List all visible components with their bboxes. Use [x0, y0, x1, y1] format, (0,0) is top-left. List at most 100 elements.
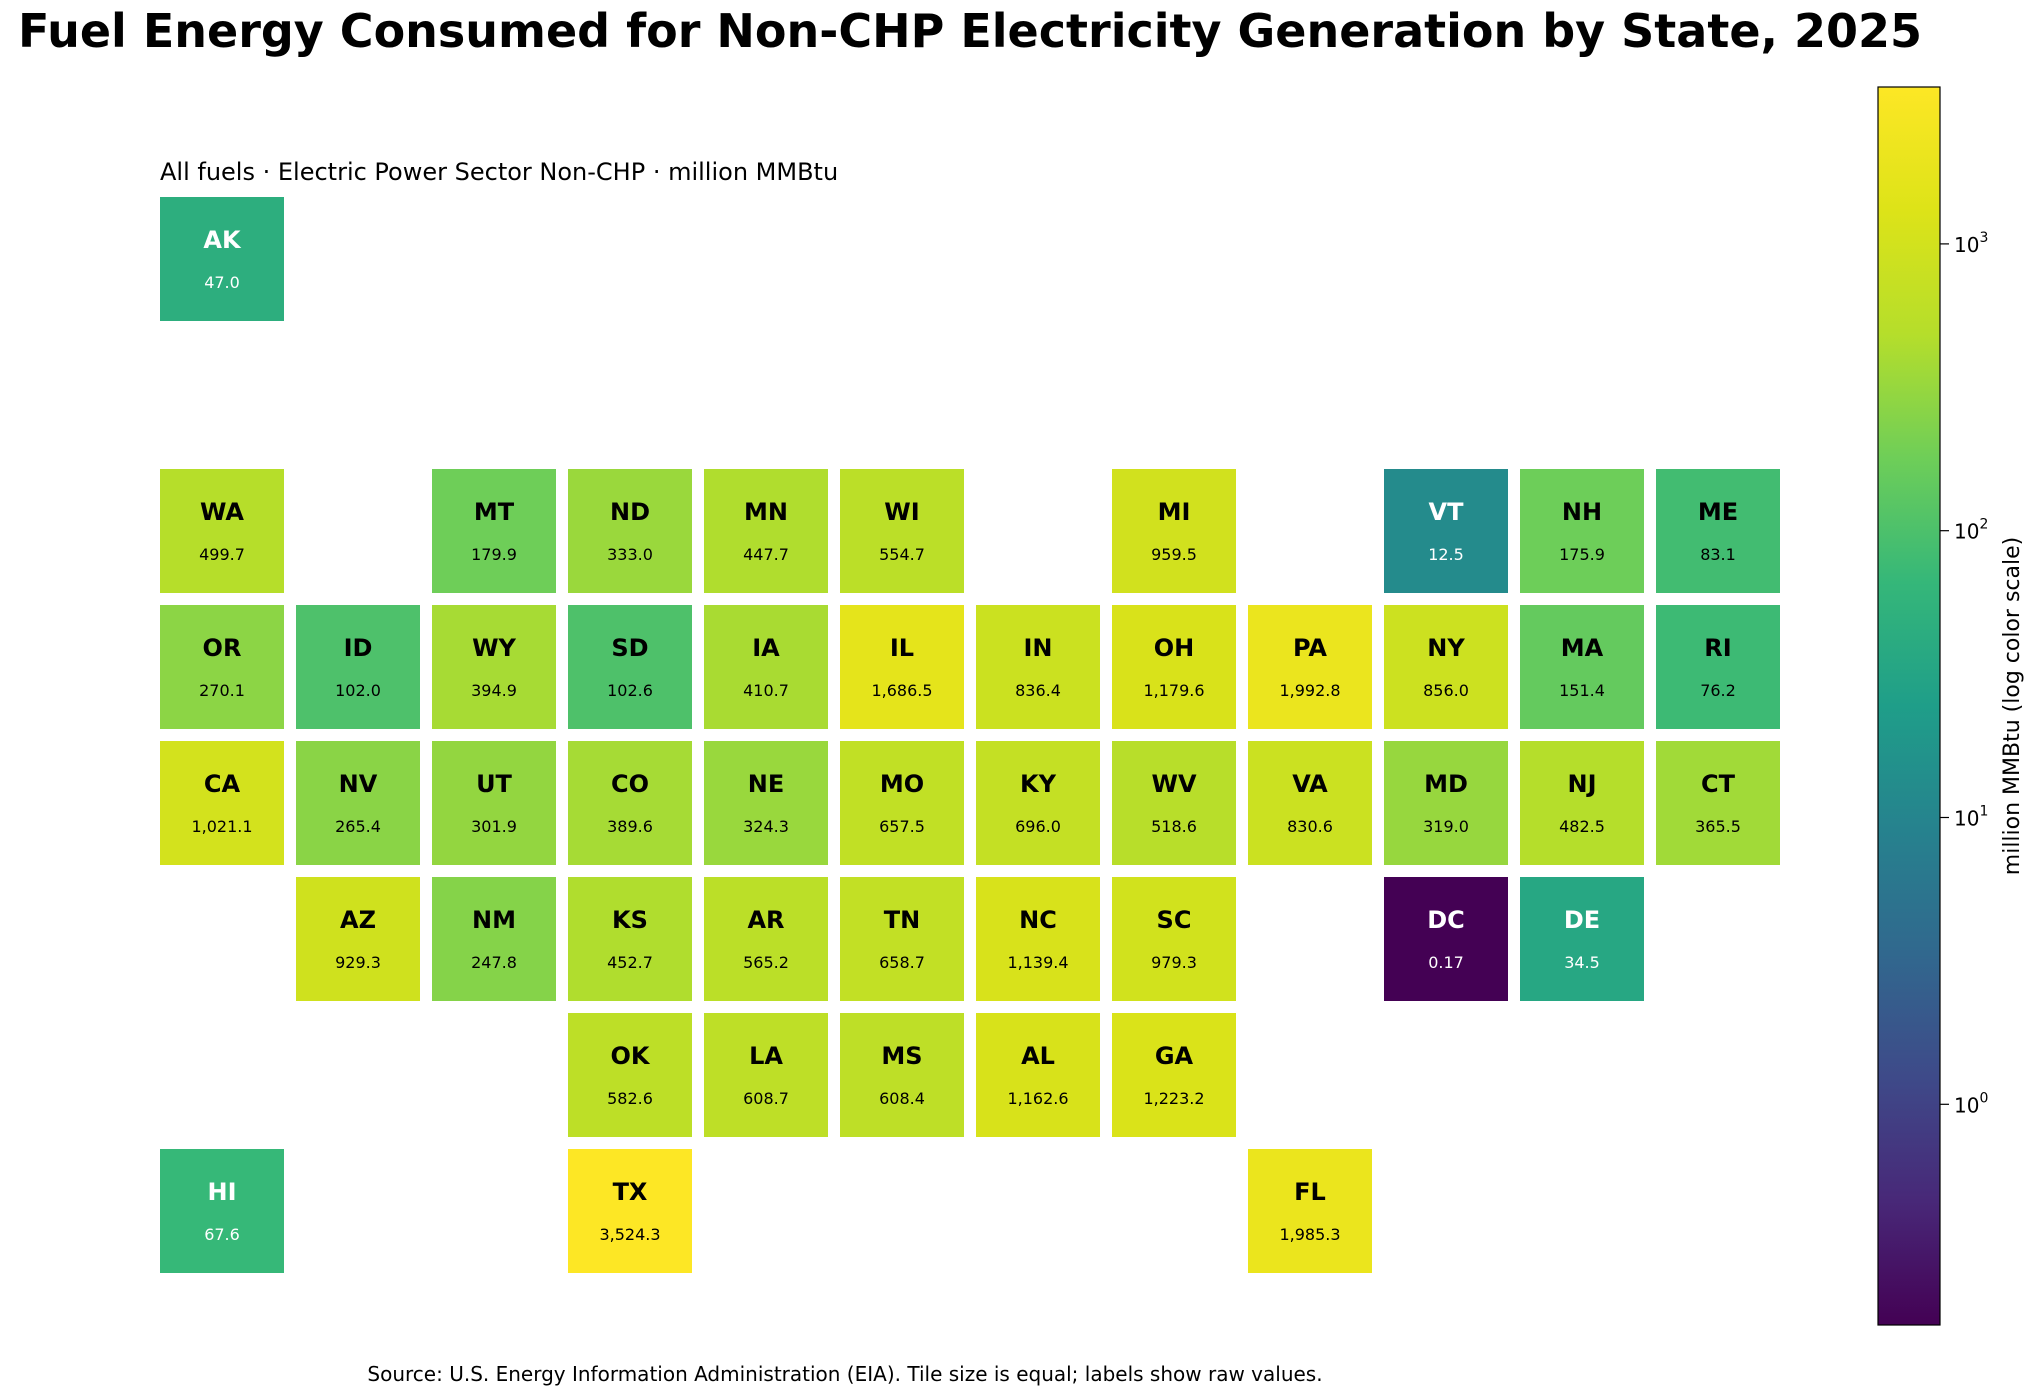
state-tile-mt: MT 179.9	[432, 469, 556, 593]
tile-rect	[296, 605, 420, 729]
tile-rect	[1384, 877, 1508, 1001]
tile-value: 482.5	[1559, 817, 1605, 836]
tile-value: 265.4	[335, 817, 381, 836]
tile-abbr: NJ	[1567, 770, 1596, 798]
tile-value: 499.7	[199, 545, 245, 564]
tile-rect	[704, 469, 828, 593]
tile-abbr: MT	[474, 498, 515, 526]
state-tile-la: LA 608.7	[704, 1013, 828, 1137]
tile-rect	[1112, 1013, 1236, 1137]
state-tile-or: OR 270.1	[160, 605, 284, 729]
tile-value: 394.9	[471, 681, 517, 700]
state-tile-de: DE 34.5	[1520, 877, 1644, 1001]
state-tile-ny: NY 856.0	[1384, 605, 1508, 729]
tile-rect	[1520, 605, 1644, 729]
state-tile-ct: CT 365.5	[1656, 741, 1780, 865]
state-tile-ar: AR 565.2	[704, 877, 828, 1001]
state-tile-ak: AK 47.0	[160, 197, 284, 321]
state-tile-fl: FL 1,985.3	[1248, 1149, 1372, 1273]
tile-rect	[704, 605, 828, 729]
tile-rect	[1656, 605, 1780, 729]
tile-abbr: WY	[472, 634, 516, 662]
tile-value: 324.3	[743, 817, 789, 836]
tile-rect	[1520, 469, 1644, 593]
tile-abbr: NM	[472, 906, 516, 934]
colorbar-tick-exponent: 2	[1979, 517, 1988, 533]
tile-rect	[432, 741, 556, 865]
tile-abbr: KY	[1020, 770, 1057, 798]
state-tile-nh: NH 175.9	[1520, 469, 1644, 593]
state-tile-co: CO 389.6	[568, 741, 692, 865]
state-tile-mi: MI 959.5	[1112, 469, 1236, 593]
tile-rect	[1384, 741, 1508, 865]
tile-value: 658.7	[879, 953, 925, 972]
tile-abbr: HI	[207, 1178, 236, 1206]
tile-abbr: VT	[1429, 498, 1465, 526]
tile-rect	[840, 741, 964, 865]
tile-value: 365.5	[1695, 817, 1741, 836]
tile-value: 1,223.2	[1143, 1089, 1204, 1108]
tile-value: 319.0	[1423, 817, 1469, 836]
tile-abbr: CA	[204, 770, 241, 798]
tile-rect	[840, 877, 964, 1001]
tile-rect	[1112, 877, 1236, 1001]
state-tile-mn: MN 447.7	[704, 469, 828, 593]
tile-value: 1,985.3	[1279, 1225, 1340, 1244]
tile-abbr: PA	[1293, 634, 1327, 662]
state-tile-va: VA 830.6	[1248, 741, 1372, 865]
tile-value: 102.0	[335, 681, 381, 700]
tile-rect	[432, 605, 556, 729]
state-tile-ky: KY 696.0	[976, 741, 1100, 865]
colorbar-tick-exponent: 1	[1979, 803, 1988, 819]
state-tile-md: MD 319.0	[1384, 741, 1508, 865]
state-tile-id: ID 102.0	[296, 605, 420, 729]
tile-abbr: TX	[613, 1178, 648, 1206]
tile-rect	[160, 605, 284, 729]
tile-rect	[704, 1013, 828, 1137]
colorbar-label: million MMBtu (log color scale)	[2000, 537, 2025, 875]
colorbar-tick-label: 101	[1954, 803, 1988, 830]
tile-value: 830.6	[1287, 817, 1333, 836]
tile-abbr: IL	[890, 634, 914, 662]
tile-value: 1,179.6	[1143, 681, 1204, 700]
tile-value: 554.7	[879, 545, 925, 564]
tile-abbr: FL	[1294, 1178, 1326, 1206]
state-tile-sc: SC 979.3	[1112, 877, 1236, 1001]
tile-rect	[1112, 469, 1236, 593]
state-tile-pa: PA 1,992.8	[1248, 605, 1372, 729]
tile-rect	[1384, 469, 1508, 593]
tile-rect	[568, 1149, 692, 1273]
tile-value: 657.5	[879, 817, 925, 836]
tile-rect	[568, 741, 692, 865]
tile-value: 83.1	[1700, 545, 1736, 564]
tile-rect	[1520, 741, 1644, 865]
tile-abbr: OH	[1154, 634, 1195, 662]
tile-rect	[1112, 741, 1236, 865]
state-tile-mo: MO 657.5	[840, 741, 964, 865]
state-tile-ne: NE 324.3	[704, 741, 828, 865]
tile-rect	[432, 877, 556, 1001]
tile-value: 12.5	[1428, 545, 1464, 564]
tile-rect	[160, 469, 284, 593]
tile-rect	[840, 605, 964, 729]
tile-value: 151.4	[1559, 681, 1605, 700]
state-tile-tn: TN 658.7	[840, 877, 964, 1001]
state-tile-ca: CA 1,021.1	[160, 741, 284, 865]
tile-rect	[1656, 469, 1780, 593]
tile-value: 959.5	[1151, 545, 1197, 564]
tile-abbr: MD	[1424, 770, 1468, 798]
tile-value: 76.2	[1700, 681, 1736, 700]
tile-value: 1,686.5	[871, 681, 932, 700]
tile-rect	[568, 605, 692, 729]
tile-rect	[432, 469, 556, 593]
tile-rect	[160, 741, 284, 865]
tile-abbr: OK	[611, 1042, 651, 1070]
colorbar-gradient	[1877, 86, 1941, 1326]
tile-abbr: AZ	[340, 906, 376, 934]
tile-rect	[568, 1013, 692, 1137]
tile-rect	[976, 877, 1100, 1001]
tile-rect	[704, 741, 828, 865]
tile-value: 447.7	[743, 545, 789, 564]
tile-abbr: GA	[1155, 1042, 1194, 1070]
